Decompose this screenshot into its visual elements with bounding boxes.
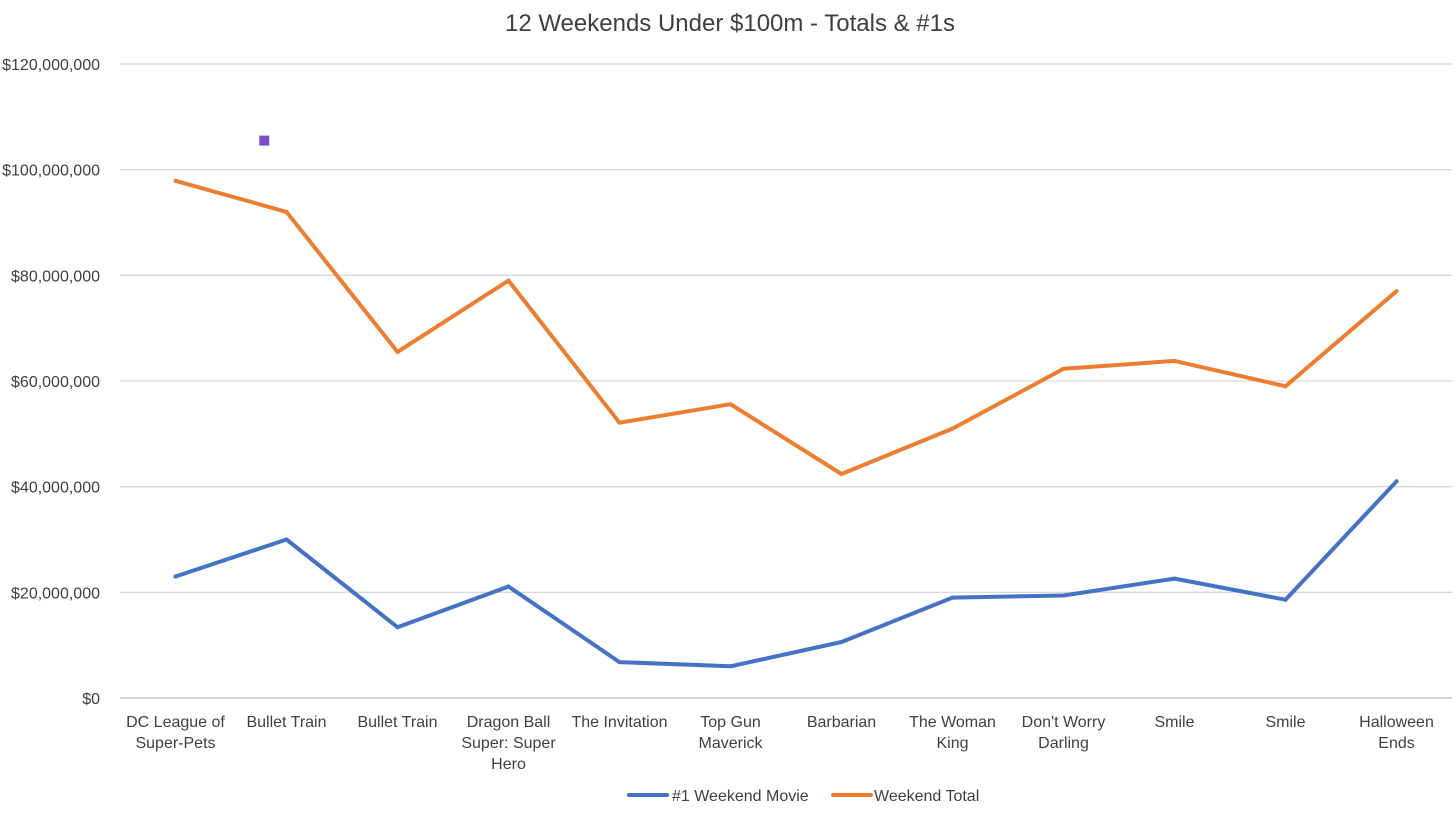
data-point-1-weekend-movie xyxy=(284,537,289,542)
x-category-label-line: Don't Worry xyxy=(1022,714,1106,731)
x-category-label-line: The Invitation xyxy=(571,714,667,731)
gridlines xyxy=(120,63,1452,699)
y-tick-label: $80,000,000 xyxy=(11,268,100,285)
y-tick-label: $60,000,000 xyxy=(11,374,100,391)
data-point-weekend-total xyxy=(173,178,178,183)
x-category-label: Smile xyxy=(1265,714,1305,731)
x-category-label: The Invitation xyxy=(571,714,667,731)
data-point-1-weekend-movie xyxy=(1283,597,1288,602)
x-category-label: Smile xyxy=(1154,714,1194,731)
data-point-1-weekend-movie xyxy=(1394,479,1399,484)
data-point-weekend-total xyxy=(284,209,289,214)
series-1-weekend-movie xyxy=(173,479,1399,669)
data-point-weekend-total xyxy=(950,426,955,431)
x-category-label-line: Super-Pets xyxy=(135,735,215,752)
y-tick-label: $100,000,000 xyxy=(2,163,100,180)
x-category-label: Don't Worry Darling xyxy=(1022,714,1106,752)
y-tick-label: $20,000,000 xyxy=(11,585,100,602)
data-point-weekend-total xyxy=(1061,366,1066,371)
y-tick-label: $120,000,000 xyxy=(2,57,100,74)
annotation-square-marker xyxy=(259,135,270,146)
data-point-1-weekend-movie xyxy=(950,595,955,600)
data-point-1-weekend-movie xyxy=(395,625,400,630)
data-point-1-weekend-movie xyxy=(506,584,511,589)
x-category-label-line: DC League of xyxy=(126,714,225,731)
data-point-weekend-total xyxy=(395,349,400,354)
x-category-label-line: Super: Super xyxy=(461,735,556,752)
x-category-label-line: Bullet Train xyxy=(357,714,437,731)
legend-item-weekend-total: Weekend Total xyxy=(831,788,979,805)
chart-title: 12 Weekends Under $100m - Totals & #1s xyxy=(505,10,955,37)
data-point-weekend-total xyxy=(839,471,844,476)
series-line-1-weekend-movie xyxy=(173,479,1399,669)
x-category-label: The Woman King xyxy=(909,714,996,752)
data-point-weekend-total xyxy=(1394,289,1399,294)
data-point-weekend-total xyxy=(1283,384,1288,389)
data-point-1-weekend-movie xyxy=(728,664,733,669)
data-point-weekend-total xyxy=(1172,358,1177,363)
x-category-label-line: Ends xyxy=(1378,735,1414,752)
y-tick-label: $40,000,000 xyxy=(11,480,100,497)
y-axis-tick-labels: $0 $20,000,000 $40,000,000 $60,000,000 $80,0… xyxy=(2,57,100,708)
data-point-weekend-total xyxy=(506,278,511,283)
x-category-label-line: Hero xyxy=(491,756,526,773)
data-point-1-weekend-movie xyxy=(1061,593,1066,598)
annotations xyxy=(259,135,270,146)
x-category-label-line: Top Gun xyxy=(700,714,760,731)
x-category-label: Bullet Train xyxy=(357,714,437,731)
x-category-label-line: Smile xyxy=(1154,714,1194,731)
x-category-label: DC League of Super-Pets xyxy=(126,714,225,752)
data-point-1-weekend-movie xyxy=(1172,576,1177,581)
legend-label: Weekend Total xyxy=(874,788,979,805)
legend-item-1-weekend-movie: #1 Weekend Movie xyxy=(627,788,809,805)
y-tick-label: $0 xyxy=(82,691,100,708)
x-category-label-line: Halloween xyxy=(1359,714,1434,731)
x-category-label-line: Darling xyxy=(1038,735,1089,752)
x-category-label: Halloween Ends xyxy=(1359,714,1434,752)
data-point-1-weekend-movie xyxy=(617,660,622,665)
series-lines xyxy=(173,178,1399,669)
series-weekend-total xyxy=(173,178,1399,476)
x-category-label: Top Gun Maverick xyxy=(698,714,763,752)
data-point-weekend-total xyxy=(617,420,622,425)
x-category-label: Bullet Train xyxy=(246,714,326,731)
x-category-label-line: Maverick xyxy=(698,735,763,752)
x-category-label: Dragon Ball Super: Super Hero xyxy=(461,714,556,773)
data-point-weekend-total xyxy=(728,402,733,407)
data-point-1-weekend-movie xyxy=(839,639,844,644)
data-point-1-weekend-movie xyxy=(173,574,178,579)
x-category-label-line: Barbarian xyxy=(807,714,876,731)
x-category-label-line: Smile xyxy=(1265,714,1305,731)
x-axis-category-labels: DC League of Super-Pets Bullet Train Bullet… xyxy=(126,714,1434,773)
legend: #1 Weekend Movie Weekend Total xyxy=(627,788,979,805)
legend-label: #1 Weekend Movie xyxy=(672,788,809,805)
x-category-label: Barbarian xyxy=(807,714,876,731)
x-category-label-line: The Woman xyxy=(909,714,996,731)
x-category-label-line: Dragon Ball xyxy=(467,714,551,731)
series-line-weekend-total xyxy=(173,178,1399,476)
x-category-label-line: Bullet Train xyxy=(246,714,326,731)
x-category-label-line: King xyxy=(936,735,968,752)
